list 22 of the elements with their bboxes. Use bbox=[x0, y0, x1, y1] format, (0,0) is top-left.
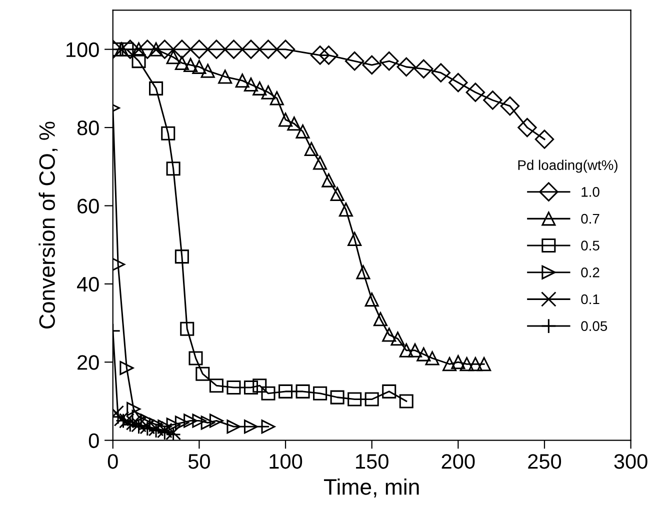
x-axis-title: Time, min bbox=[324, 478, 419, 498]
y-tick-label: 100 bbox=[66, 42, 99, 58]
legend-label: 0.5 bbox=[581, 240, 600, 251]
y-tick-label: 20 bbox=[78, 355, 99, 370]
y-axis-title: Conversion of CO, % bbox=[38, 122, 58, 329]
x-tick-label: 300 bbox=[614, 454, 648, 469]
legend-title: Pd loading(wt%) bbox=[518, 160, 618, 173]
legend-label: 1.0 bbox=[582, 187, 600, 197]
x-tick-label: 150 bbox=[356, 454, 388, 469]
legend-label: 0.7 bbox=[581, 214, 600, 224]
y-tick-label: 40 bbox=[76, 276, 99, 292]
x-tick-label: 200 bbox=[442, 454, 475, 469]
legend-label: 0.1 bbox=[581, 294, 600, 304]
legend-label: 0.2 bbox=[581, 268, 600, 278]
x-tick-label: 100 bbox=[270, 454, 302, 469]
y-tick-label: 60 bbox=[78, 198, 99, 214]
x-tick-label: 50 bbox=[188, 454, 210, 469]
legend-label: 0.05 bbox=[581, 321, 608, 332]
y-tick-label: 80 bbox=[77, 120, 99, 136]
x-tick-label: 0 bbox=[108, 454, 118, 469]
y-tick-label: 0 bbox=[88, 433, 99, 448]
x-tick-label: 250 bbox=[528, 454, 562, 469]
